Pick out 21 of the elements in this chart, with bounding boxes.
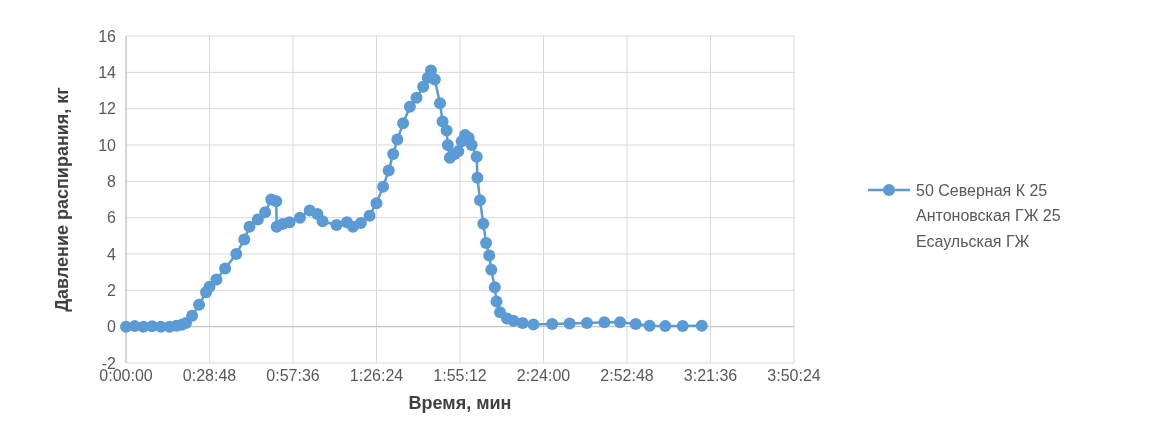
y-tick-label: 8 bbox=[107, 172, 117, 190]
x-tick-label: 1:26:24 bbox=[349, 367, 404, 384]
x-tick-label: 2:24:00 bbox=[516, 367, 571, 384]
legend-label: 50 Северная К 25 Антоновская ГЖ 25 Есаульская ГЖ bbox=[916, 181, 1061, 250]
x-tick-label: 3:50:24 bbox=[767, 367, 821, 384]
y-tick-label: 2 bbox=[107, 281, 117, 299]
y-tick-label: 6 bbox=[107, 209, 117, 227]
x-tick-label: 3:21:36 bbox=[683, 367, 738, 384]
x-tick-label: 0:28:48 bbox=[182, 367, 237, 384]
x-tick-label: 2:52:48 bbox=[600, 367, 654, 384]
x-tick-label: 0:00:00 bbox=[99, 367, 153, 384]
y-tick-label: 14 bbox=[98, 63, 117, 81]
y-tick-label: 4 bbox=[107, 245, 117, 263]
y-tick-label: 10 bbox=[98, 136, 117, 154]
y-axis-title: Давление распирания, кг bbox=[52, 86, 72, 312]
x-tick-label: 0:57:36 bbox=[266, 367, 320, 384]
y-tick-label: 0 bbox=[107, 318, 117, 336]
x-tick-label: 1:55:12 bbox=[433, 367, 487, 384]
y-tick-label: 16 bbox=[98, 27, 117, 45]
y-tick-label: 12 bbox=[98, 100, 117, 118]
x-axis-title: Время, мин bbox=[408, 393, 512, 413]
